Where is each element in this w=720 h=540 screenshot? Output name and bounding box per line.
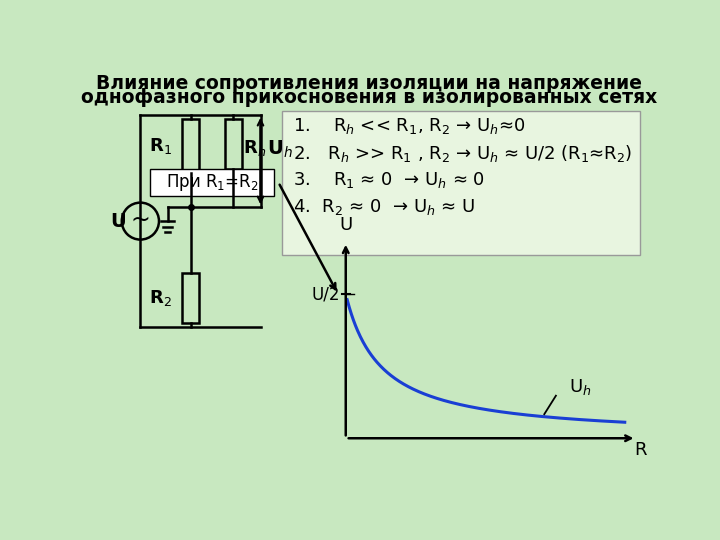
Text: R$_h$: R$_h$ [243,138,266,158]
Text: U$_h$: U$_h$ [266,139,292,160]
Text: 3.    R$_1$ ≈ 0  → U$_h$ ≈ 0: 3. R$_1$ ≈ 0 → U$_h$ ≈ 0 [293,170,485,190]
Text: U/2: U/2 [311,285,340,303]
Text: R$_2$: R$_2$ [149,288,172,308]
Text: R$_1$: R$_1$ [149,136,172,156]
Text: ~: ~ [130,207,150,232]
Bar [225,119,242,168]
Text: R: R [634,441,647,458]
Text: Влияние сопротивления изоляции на напряжение: Влияние сопротивления изоляции на напряж… [96,74,642,93]
Bar [182,119,199,173]
Text: 4.  R$_2$ ≈ 0  → U$_h$ ≈ U: 4. R$_2$ ≈ 0 → U$_h$ ≈ U [293,197,475,217]
Text: однофазного прикосновения в изолированных сетях: однофазного прикосновения в изолированны… [81,87,657,106]
Text: 1.    R$_h$ << R$_1$, R$_2$ → U$_h$≈0: 1. R$_h$ << R$_1$, R$_2$ → U$_h$≈0 [293,116,526,136]
Text: При R$_1$=R$_2$: При R$_1$=R$_2$ [166,172,258,193]
Text: U: U [111,212,127,231]
Text: U: U [339,216,352,234]
Bar [182,273,199,323]
Text: 2.   R$_h$ >> R$_1$ , R$_2$ → U$_h$ ≈ U/2 (R$_1$≈R$_2$): 2. R$_h$ >> R$_1$ , R$_2$ → U$_h$ ≈ U/2 … [293,143,632,164]
Text: U$_h$: U$_h$ [569,377,592,397]
Bar [282,111,640,255]
Bar [150,168,274,195]
